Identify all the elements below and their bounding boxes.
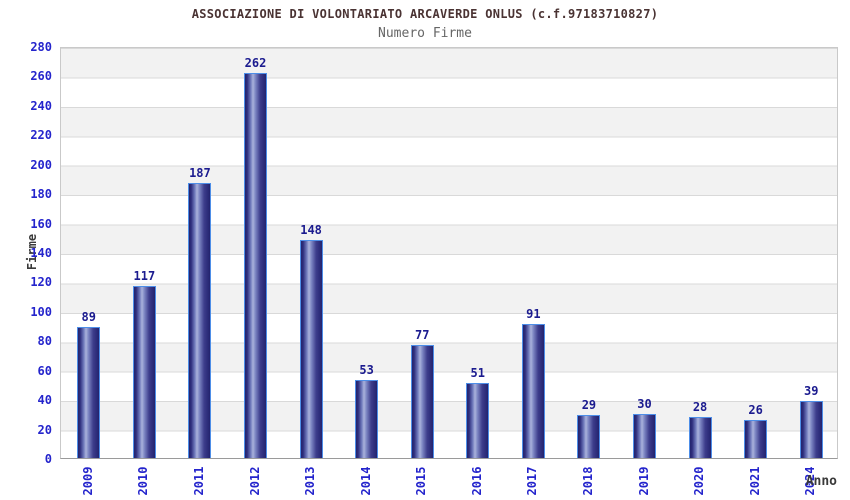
bar — [410, 344, 434, 458]
bar-value-label: 117 — [133, 268, 156, 283]
x-tick-label: 2020 — [692, 466, 707, 496]
y-tick-label: 140 — [30, 246, 52, 260]
y-tick-label: 60 — [37, 363, 52, 378]
bar-value-label: 39 — [803, 383, 819, 398]
y-tick-label: 80 — [37, 334, 52, 349]
y-tick-label: 160 — [30, 216, 52, 231]
x-tick-label: 2011 — [191, 466, 206, 496]
y-tick-label: 260 — [30, 69, 52, 84]
y-tick-label: 100 — [30, 304, 52, 319]
y-tick-label: 200 — [30, 157, 52, 172]
bar — [466, 382, 490, 458]
bar — [299, 240, 323, 458]
bar-value-label: 77 — [414, 327, 430, 342]
bar — [577, 415, 601, 458]
x-tick-label: 2019 — [636, 466, 651, 496]
x-tick-label: 2014 — [358, 466, 373, 496]
x-tick-label: 2016 — [469, 466, 484, 496]
bar — [355, 380, 379, 458]
bar — [132, 285, 156, 458]
y-tick-label: 20 — [37, 422, 52, 437]
bar — [744, 419, 768, 458]
y-tick-label: 220 — [30, 128, 52, 143]
bar-value-label: 91 — [526, 307, 541, 322]
chart-subtitle: Numero Firme — [378, 26, 472, 41]
bar-value-label: 51 — [470, 365, 485, 380]
bar-value-label: 187 — [189, 165, 211, 180]
x-tick-label: 2009 — [80, 466, 95, 496]
chart-title: ASSOCIAZIONE DI VOLONTARIATO ARCAVERDE O… — [191, 7, 659, 21]
bar-value-label: 28 — [692, 399, 708, 414]
y-tick-label: 280 — [30, 40, 52, 54]
x-tick-label: 2012 — [247, 466, 262, 496]
bar-value-label: 26 — [748, 402, 763, 417]
bar — [188, 182, 212, 458]
bar-value-label: 30 — [637, 396, 652, 411]
x-tick-label: 2017 — [525, 466, 540, 496]
x-tick-label: 2013 — [303, 466, 318, 496]
x-tick-label: 2021 — [747, 466, 762, 496]
bar — [521, 324, 545, 458]
bar — [688, 416, 712, 458]
y-tick-label: 180 — [30, 187, 52, 202]
bar — [77, 327, 101, 458]
bar-value-label: 89 — [81, 310, 96, 325]
y-tick-label: 0 — [44, 452, 52, 466]
bar-value-label: 29 — [581, 398, 597, 413]
x-tick-label: 2010 — [136, 466, 151, 496]
bar-value-label: 262 — [244, 55, 267, 70]
bar-value-label: 148 — [300, 223, 322, 238]
y-tick-label: 120 — [30, 275, 52, 290]
bar — [244, 72, 267, 458]
x-tick-label: 2018 — [580, 466, 595, 496]
y-tick-label: 240 — [30, 98, 52, 113]
y-tick-label: 40 — [37, 393, 52, 408]
bar — [799, 400, 823, 458]
x-tick-label: 2015 — [414, 466, 429, 496]
bar-value-label: 53 — [359, 363, 374, 378]
plot-area: 89 117 187 262 148 53 77 51 91 29 30 28 26 39 — [60, 47, 838, 459]
x-axis-title: Anno — [805, 474, 837, 489]
bar-series: 89 117 187 262 148 53 77 51 91 29 30 28 26 39 — [61, 48, 837, 458]
bar — [633, 413, 656, 458]
